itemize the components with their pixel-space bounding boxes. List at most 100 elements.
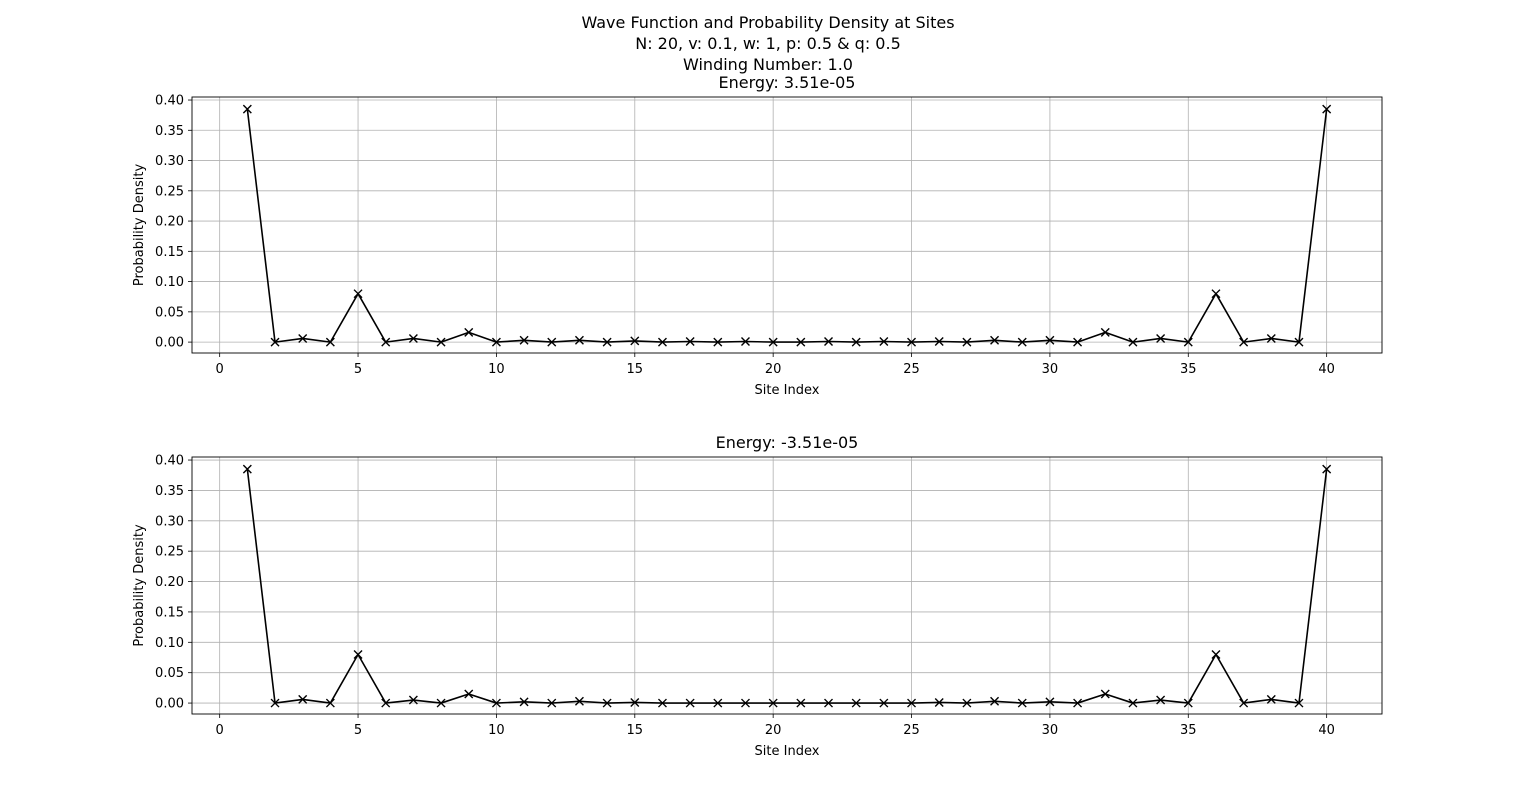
data-point-marker bbox=[768, 698, 778, 708]
data-point-marker bbox=[851, 698, 861, 708]
y-tick-label: 0.30 bbox=[155, 514, 184, 529]
suptitle-line-3: Winding Number: 1.0 bbox=[683, 55, 853, 74]
data-point-marker bbox=[574, 696, 584, 706]
data-point-marker bbox=[1045, 697, 1055, 707]
data-point-marker bbox=[740, 337, 750, 346]
data-point-marker bbox=[1266, 694, 1276, 704]
data-point-marker bbox=[796, 337, 806, 347]
data-point-marker bbox=[685, 337, 695, 346]
data-point-marker bbox=[1211, 289, 1221, 299]
data-point-marker bbox=[1128, 337, 1138, 347]
data-point-marker bbox=[1266, 333, 1276, 343]
data-point-marker bbox=[1239, 698, 1249, 708]
y-tick-label: 0.20 bbox=[155, 575, 184, 590]
data-point-marker bbox=[519, 697, 529, 707]
data-point-marker bbox=[381, 698, 391, 708]
data-point-marker bbox=[1322, 104, 1332, 114]
data-point-marker bbox=[602, 337, 612, 347]
data-point-marker bbox=[713, 337, 723, 347]
data-point-marker bbox=[657, 698, 667, 708]
figure-suptitle: Wave Function and Probability Density at… bbox=[0, 12, 1536, 75]
y-tick-label: 0.10 bbox=[155, 636, 184, 651]
y-tick-label: 0.00 bbox=[155, 336, 184, 351]
data-point-marker bbox=[1100, 327, 1110, 337]
data-point-marker bbox=[990, 335, 1000, 345]
data-point-marker bbox=[907, 698, 917, 708]
x-tick-label: 20 bbox=[765, 723, 782, 738]
x-tick-label: 25 bbox=[903, 723, 920, 738]
data-point-marker bbox=[1183, 698, 1193, 708]
data-point-marker bbox=[325, 337, 335, 347]
data-point-marker bbox=[464, 327, 474, 337]
data-point-marker bbox=[602, 698, 612, 708]
data-point-marker bbox=[270, 698, 280, 708]
axes-frame bbox=[191, 96, 1383, 354]
x-axis-label: Site Index bbox=[755, 744, 820, 759]
data-point-marker bbox=[353, 649, 363, 659]
x-tick-label: 10 bbox=[488, 723, 505, 738]
data-point-marker bbox=[1017, 698, 1027, 708]
axes-frame bbox=[191, 456, 1383, 715]
data-point-marker bbox=[1183, 337, 1193, 347]
y-tick-label: 0.05 bbox=[155, 305, 184, 320]
data-point-marker bbox=[436, 698, 446, 708]
x-tick-label: 40 bbox=[1318, 362, 1335, 377]
data-point-marker bbox=[298, 333, 308, 343]
data-point-marker bbox=[1100, 689, 1110, 699]
data-point-marker bbox=[1156, 333, 1166, 343]
data-point-marker bbox=[630, 336, 640, 346]
data-point-marker bbox=[824, 698, 834, 708]
x-tick-label: 5 bbox=[354, 723, 362, 738]
subplot-top: 0 5 10 15 20 25 30 35 40 0.00 0.05 0.10 0.15 0.20 0.25… bbox=[132, 73, 1383, 398]
x-tick-label: 0 bbox=[216, 723, 224, 738]
data-point-marker bbox=[851, 337, 861, 347]
y-axis-label: Probability Density bbox=[132, 164, 147, 287]
data-point-marker bbox=[1156, 695, 1166, 705]
series-line bbox=[246, 469, 1328, 704]
y-tick-label: 0.40 bbox=[155, 454, 184, 469]
x-tick-label: 10 bbox=[488, 362, 505, 377]
y-tick-label: 0.15 bbox=[155, 605, 184, 620]
data-point-marker bbox=[990, 696, 1000, 706]
suptitle-line-2: N: 20, v: 0.1, w: 1, p: 0.5 & q: 0.5 bbox=[635, 34, 901, 53]
data-point-marker bbox=[491, 337, 501, 347]
data-point-marker bbox=[408, 695, 418, 705]
data-point-marker bbox=[740, 698, 750, 708]
data-point-marker bbox=[491, 698, 501, 708]
x-tick-label: 25 bbox=[903, 362, 920, 377]
data-point-marker bbox=[824, 337, 834, 346]
data-point-marker bbox=[547, 698, 557, 708]
data-point-marker bbox=[270, 337, 280, 347]
y-axis-label: Probability Density bbox=[132, 524, 147, 647]
y-tick-label: 0.15 bbox=[155, 245, 184, 260]
data-point-marker bbox=[519, 335, 529, 345]
y-tick-label: 0.20 bbox=[155, 215, 184, 230]
x-tick-label: 30 bbox=[1042, 362, 1059, 377]
data-point-marker bbox=[381, 337, 391, 347]
suptitle-line-1: Wave Function and Probability Density at… bbox=[581, 13, 955, 32]
data-point-marker bbox=[630, 697, 640, 707]
data-point-marker bbox=[796, 698, 806, 708]
y-tick-label: 0.00 bbox=[155, 697, 184, 712]
data-point-marker bbox=[1294, 698, 1304, 708]
x-tick-label: 35 bbox=[1180, 723, 1197, 738]
y-tick-label: 0.05 bbox=[155, 666, 184, 681]
x-tick-label: 20 bbox=[765, 362, 782, 377]
data-point-marker bbox=[1239, 337, 1249, 347]
series-line bbox=[246, 109, 1328, 343]
data-point-marker bbox=[713, 698, 723, 708]
data-point-marker bbox=[547, 337, 557, 347]
x-tick-label: 5 bbox=[354, 362, 362, 377]
data-point-marker bbox=[353, 289, 363, 299]
data-point-marker bbox=[464, 689, 474, 699]
data-point-marker bbox=[934, 697, 944, 707]
data-point-marker bbox=[962, 698, 972, 708]
x-tick-label: 0 bbox=[216, 362, 224, 377]
data-point-marker bbox=[1073, 698, 1083, 708]
data-point-marker bbox=[574, 335, 584, 345]
data-point-marker bbox=[1045, 335, 1055, 345]
subplot-title: Energy: -3.51e-05 bbox=[716, 433, 859, 452]
y-tick-label: 0.10 bbox=[155, 275, 184, 290]
x-tick-label: 30 bbox=[1042, 723, 1059, 738]
data-point-marker bbox=[298, 694, 308, 704]
